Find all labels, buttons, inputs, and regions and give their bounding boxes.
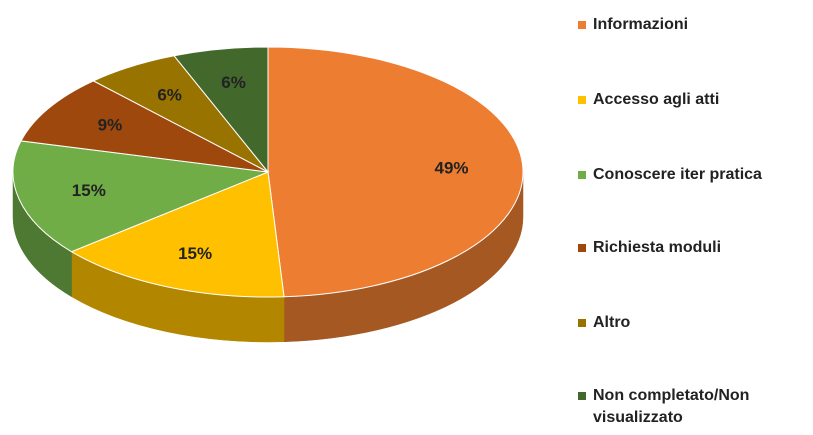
pie-slice [70,171,285,298]
legend-item: Accesso agli atti [578,89,808,111]
legend-swatch [578,171,586,179]
legend-item: Altro [578,312,808,334]
legend-label: Accesso agli atti [593,91,720,108]
legend-swatch [578,319,586,327]
pie-slice [173,46,269,174]
legend-label: Informazioni [593,16,689,33]
legend-item: Richiesta moduli [578,237,808,259]
legend-item: Informazioni [578,14,808,36]
legend-label: Non completato/Non visualizzato [593,387,750,426]
legend-swatch [578,392,586,400]
chart: 49% 15% 15% 9% 6% 6% [12,46,524,343]
pie-slice [267,46,524,298]
legend-swatch [578,96,586,104]
data-label: 6% [221,73,246,92]
legend-label: Altro [593,314,631,331]
pie-slice [20,80,269,173]
legend-label: Richiesta moduli [593,239,722,256]
data-label: 15% [72,181,106,200]
legend-label: Conoscere iter pratica [593,166,762,183]
legend-item: Non completato/Non visualizzato [578,385,808,429]
pie-slice [12,140,270,253]
data-label: 6% [157,85,182,104]
data-label: 49% [434,159,468,178]
data-label: 15% [178,244,212,263]
data-label: 9% [98,116,123,135]
legend-swatch [578,244,586,252]
legend-swatch [578,21,586,29]
legend-item: Conoscere iter pratica [578,164,808,186]
